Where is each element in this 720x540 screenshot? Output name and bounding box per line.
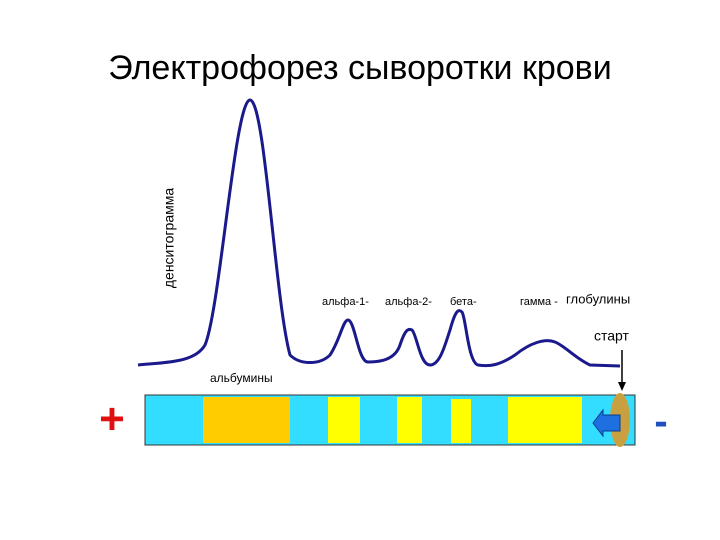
peak-label: альфа-2- [385, 296, 432, 308]
axis-label: денситограмма [161, 188, 177, 288]
densitogram-curve [137, 98, 621, 368]
anode-sign: + [99, 395, 125, 444]
start-arrowhead [618, 382, 626, 391]
band-beta [451, 399, 471, 443]
direction-arrow [592, 408, 621, 438]
cathode-sign: - [654, 400, 667, 444]
band-gamma [508, 397, 582, 443]
start-label: старт [594, 328, 630, 344]
band-alpha2 [397, 397, 422, 443]
peak-label: альбумины [210, 371, 273, 385]
peak-label: гамма - [520, 296, 558, 308]
band-alpha1 [328, 397, 360, 443]
peak-label: бета- [450, 296, 477, 308]
band-albumin [203, 397, 290, 443]
peak-label: глобулины [566, 291, 630, 306]
title: Электрофорез сыворотки крови [108, 49, 611, 87]
peak-label: альфа-1- [322, 296, 369, 308]
